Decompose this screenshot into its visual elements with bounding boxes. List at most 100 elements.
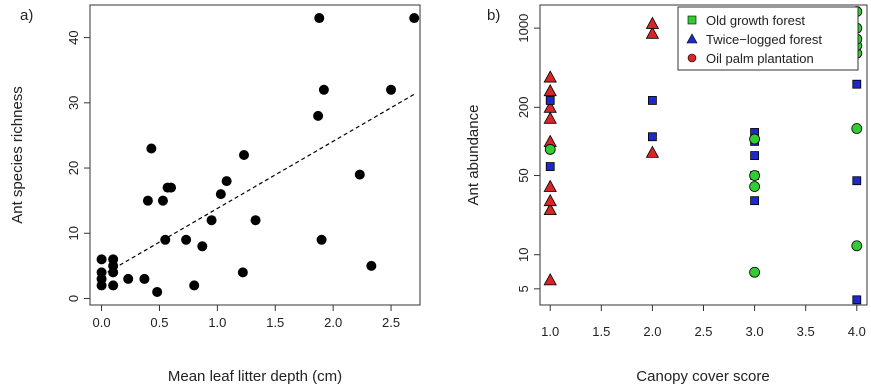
panel-a-x-axis: 0.0 0.5 1.0 1.5 2.0 2.5	[93, 305, 400, 330]
panel-b-point-oil-palm-plantation	[543, 202, 557, 216]
panel-b-y-tick-label: 5	[516, 285, 531, 292]
panel-b-point-twice-logged-forest	[852, 79, 862, 89]
panel-b-point-old-growth-forest	[749, 266, 760, 278]
panel-b-x-tick-label: 2.0	[643, 324, 661, 339]
panel-b-x-tick-label: 4.0	[848, 324, 866, 339]
panel-b-x-tick-label: 3.5	[797, 324, 815, 339]
panel-b-label: b)	[487, 7, 500, 24]
panel-a-data-point	[239, 150, 249, 160]
panel-b-point-oil-palm-plantation	[543, 70, 557, 83]
panel-b-y-axis: 5 10 50 200 1000	[516, 14, 540, 292]
panel-a-data-point	[96, 254, 107, 265]
panel-a-data-point	[181, 234, 192, 245]
panel-a-data-point	[237, 267, 248, 278]
panel-b-point-oil-palm-plantation	[645, 145, 660, 158]
panel-a-data-point	[157, 195, 168, 206]
panel-b-point-twice-logged-forest	[648, 96, 657, 105]
panel-a-data-point	[160, 234, 171, 245]
panel-b-point-oil-palm-plantation	[645, 26, 660, 39]
panel-a-data-point	[250, 215, 261, 226]
panel-a-y-axis: 0 10 20 30 40	[66, 30, 90, 302]
panel-b-x-axis: 1.0 1.5 2.0 2.5 3.0 3.5 4.0	[541, 305, 866, 339]
panel-b-point-old-growth-forest	[851, 240, 863, 252]
legend-oil-palm-label: Oil palm plantation	[706, 51, 814, 66]
panel-a-points	[96, 13, 420, 297]
panel-a-scatter: a) 0.0 0.5 1.0 1.5 2.0 2.5 0 10 20 30 40 Mean lea…	[9, 4, 421, 385]
panel-a-data-point	[221, 176, 232, 187]
panel-a-data-point	[366, 260, 377, 271]
panel-b-scatter: b) 1.0 1.5 2.0 2.5 3.0 3.5 4.0 5 10 50 200 1000 Ca…	[465, 4, 868, 385]
panel-a-data-point	[96, 267, 107, 278]
panel-a-data-point	[146, 143, 157, 154]
panel-b-legend: Old growth forest Twice−logged forest Oi…	[677, 6, 859, 71]
panel-b-y-axis-label: Ant abundance	[465, 105, 482, 206]
panel-a-data-point	[386, 84, 397, 95]
panel-b-x-tick-label: 2.5	[694, 324, 712, 339]
legend-old-growth-marker-icon	[687, 15, 697, 25]
panel-a-x-tick-label: 2.0	[324, 315, 342, 330]
panel-a-trend-line	[101, 93, 415, 277]
legend-twice-logged-marker-icon	[686, 33, 698, 44]
panel-a-data-point	[189, 280, 200, 291]
panel-a-y-tick-label: 20	[66, 161, 81, 175]
panel-a-x-tick-label: 2.5	[382, 315, 400, 330]
panel-a-y-axis-label: Ant species richness	[9, 86, 26, 224]
panel-a-data-point	[316, 234, 327, 245]
panel-a-data-point	[354, 169, 365, 180]
panel-a-label: a)	[20, 7, 33, 24]
panel-b-y-tick-label: 50	[516, 168, 531, 182]
panel-b-point-old-growth-forest	[749, 181, 760, 192]
panel-b-points	[543, 6, 863, 305]
panel-b-y-tick-label: 1000	[516, 14, 531, 43]
panel-b-point-old-growth-forest	[749, 170, 760, 181]
panel-a-y-tick-label: 30	[66, 96, 81, 110]
panel-b-point-twice-logged-forest	[545, 162, 555, 171]
legend-old-growth-label: Old growth forest	[706, 13, 805, 28]
panel-a-data-point	[409, 13, 420, 24]
panel-a-data-point	[139, 273, 150, 284]
panel-b-point-oil-palm-plantation	[543, 100, 557, 113]
panel-a-data-point	[123, 273, 134, 284]
panel-b-point-oil-palm-plantation	[543, 273, 557, 286]
panel-a-x-axis-label: Mean leaf litter depth (cm)	[168, 368, 342, 385]
panel-a-x-tick-label: 1.5	[266, 315, 284, 330]
panel-a-y-tick-label: 10	[66, 226, 81, 240]
legend-twice-logged-label: Twice−logged forest	[706, 32, 822, 47]
panel-b-point-oil-palm-plantation	[543, 111, 557, 124]
panel-b-y-tick-label: 200	[516, 96, 531, 118]
panel-b-y-tick-label: 10	[516, 247, 531, 261]
panel-a-plot-frame	[89, 4, 421, 306]
panel-a-data-point	[206, 215, 217, 226]
panel-b-point-twice-logged-forest	[648, 132, 657, 142]
panel-b-point-twice-logged-forest	[852, 176, 862, 186]
panel-b-point-oil-palm-plantation	[543, 179, 557, 192]
panel-b-point-old-growth-forest	[749, 133, 760, 145]
legend-oil-palm-marker-icon	[687, 53, 697, 63]
panel-a-data-point	[215, 189, 226, 200]
panel-b-x-axis-label: Canopy cover score	[636, 368, 769, 385]
panel-b-point-twice-logged-forest	[545, 96, 555, 105]
panel-b-point-oil-palm-plantation	[543, 193, 557, 207]
panel-b-point-twice-logged-forest	[852, 295, 862, 305]
panel-a-x-tick-label: 1.0	[208, 315, 226, 330]
panel-a-data-point	[197, 241, 208, 252]
panel-a-data-point	[318, 84, 329, 95]
panel-b-point-old-growth-forest	[851, 123, 863, 134]
panel-b-x-tick-label: 3.0	[746, 324, 764, 339]
panel-a-data-point	[152, 286, 163, 297]
panel-a-data-point	[166, 182, 177, 193]
panel-b-point-twice-logged-forest	[750, 151, 759, 160]
panel-a-data-point	[314, 13, 325, 24]
panel-a-data-point	[108, 280, 119, 291]
panel-b-point-old-growth-forest	[544, 144, 556, 155]
panel-b-point-twice-logged-forest	[750, 196, 759, 206]
panel-a-x-tick-label: 0.0	[93, 315, 111, 330]
panel-a-x-tick-label: 0.5	[150, 315, 168, 330]
panel-a-data-point	[142, 195, 153, 206]
panel-b-point-oil-palm-plantation	[645, 16, 660, 29]
panel-b-x-tick-label: 1.5	[592, 324, 610, 339]
panel-b-x-tick-label: 1.0	[541, 324, 559, 339]
panel-a-y-tick-label: 0	[66, 295, 81, 302]
panel-a-data-point	[313, 110, 324, 121]
